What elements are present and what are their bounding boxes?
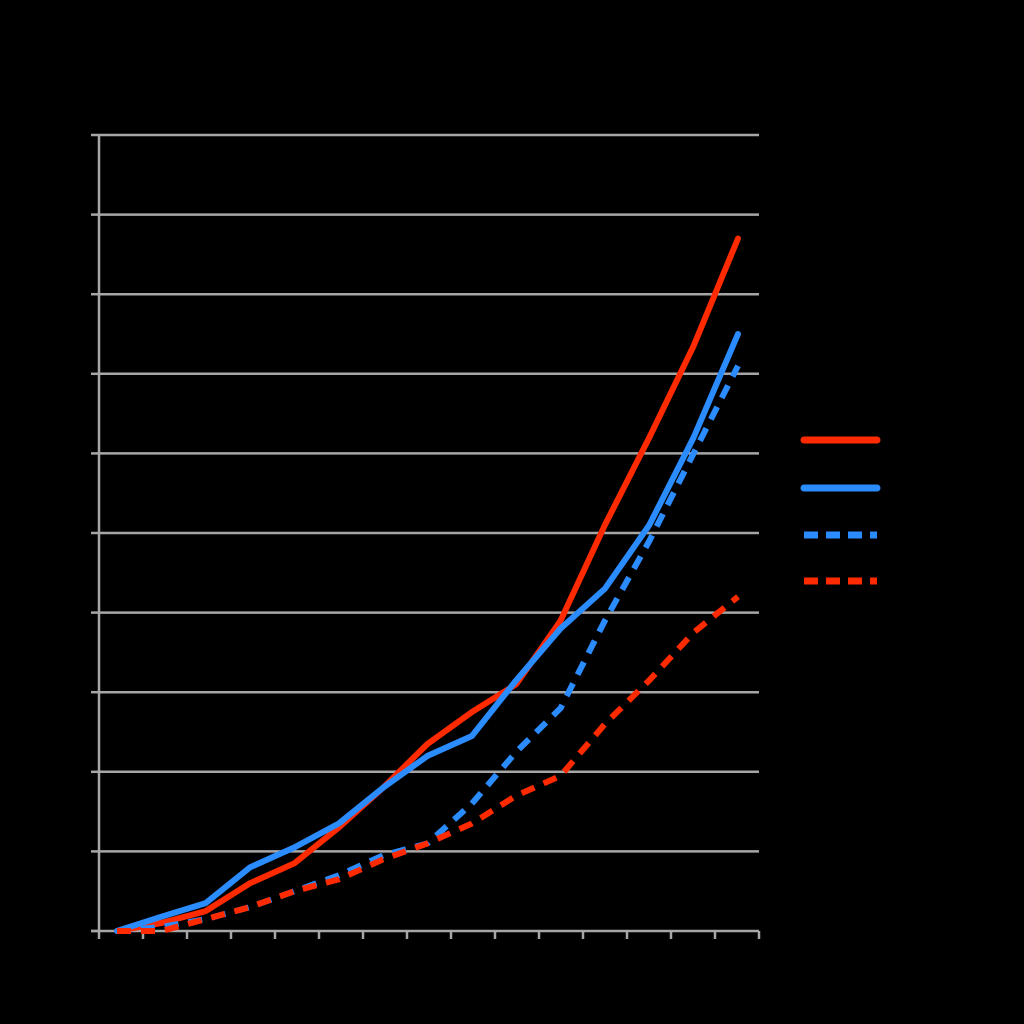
series-line-4 <box>117 594 740 934</box>
gridlines <box>99 133 759 853</box>
series-line-1 <box>114 235 741 934</box>
axes <box>91 133 761 939</box>
series-lines <box>114 235 741 934</box>
legend <box>800 436 881 585</box>
series-line-2 <box>114 331 741 934</box>
